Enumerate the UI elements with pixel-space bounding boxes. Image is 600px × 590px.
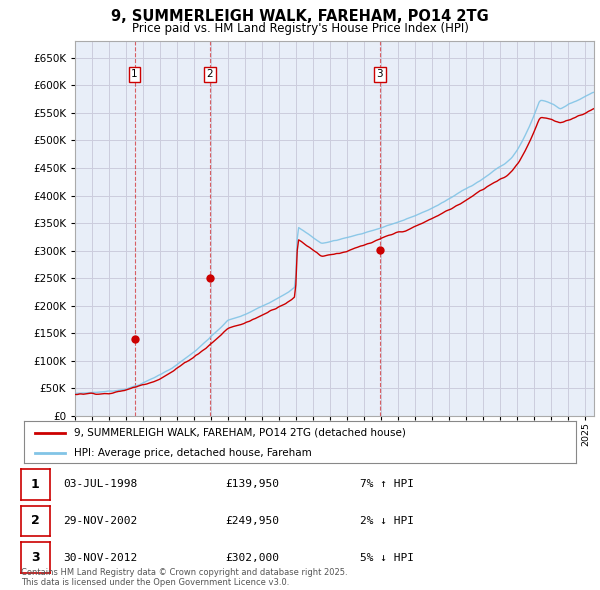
Text: Price paid vs. HM Land Registry's House Price Index (HPI): Price paid vs. HM Land Registry's House …: [131, 22, 469, 35]
Text: £302,000: £302,000: [225, 553, 279, 562]
Text: 2% ↓ HPI: 2% ↓ HPI: [360, 516, 414, 526]
Text: £249,950: £249,950: [225, 516, 279, 526]
Text: £139,950: £139,950: [225, 480, 279, 489]
Text: 5% ↓ HPI: 5% ↓ HPI: [360, 553, 414, 562]
Text: 9, SUMMERLEIGH WALK, FAREHAM, PO14 2TG (detached house): 9, SUMMERLEIGH WALK, FAREHAM, PO14 2TG (…: [74, 428, 406, 438]
Text: Contains HM Land Registry data © Crown copyright and database right 2025.
This d: Contains HM Land Registry data © Crown c…: [21, 568, 347, 587]
Text: 2: 2: [206, 70, 213, 80]
Text: 3: 3: [31, 551, 40, 564]
Text: 1: 1: [31, 478, 40, 491]
Text: HPI: Average price, detached house, Fareham: HPI: Average price, detached house, Fare…: [74, 448, 311, 457]
Text: 1: 1: [131, 70, 138, 80]
Text: 29-NOV-2002: 29-NOV-2002: [63, 516, 137, 526]
Text: 3: 3: [377, 70, 383, 80]
Text: 30-NOV-2012: 30-NOV-2012: [63, 553, 137, 562]
Text: 03-JUL-1998: 03-JUL-1998: [63, 480, 137, 489]
Text: 2: 2: [31, 514, 40, 527]
Text: 7% ↑ HPI: 7% ↑ HPI: [360, 480, 414, 489]
Text: 9, SUMMERLEIGH WALK, FAREHAM, PO14 2TG: 9, SUMMERLEIGH WALK, FAREHAM, PO14 2TG: [111, 9, 489, 24]
